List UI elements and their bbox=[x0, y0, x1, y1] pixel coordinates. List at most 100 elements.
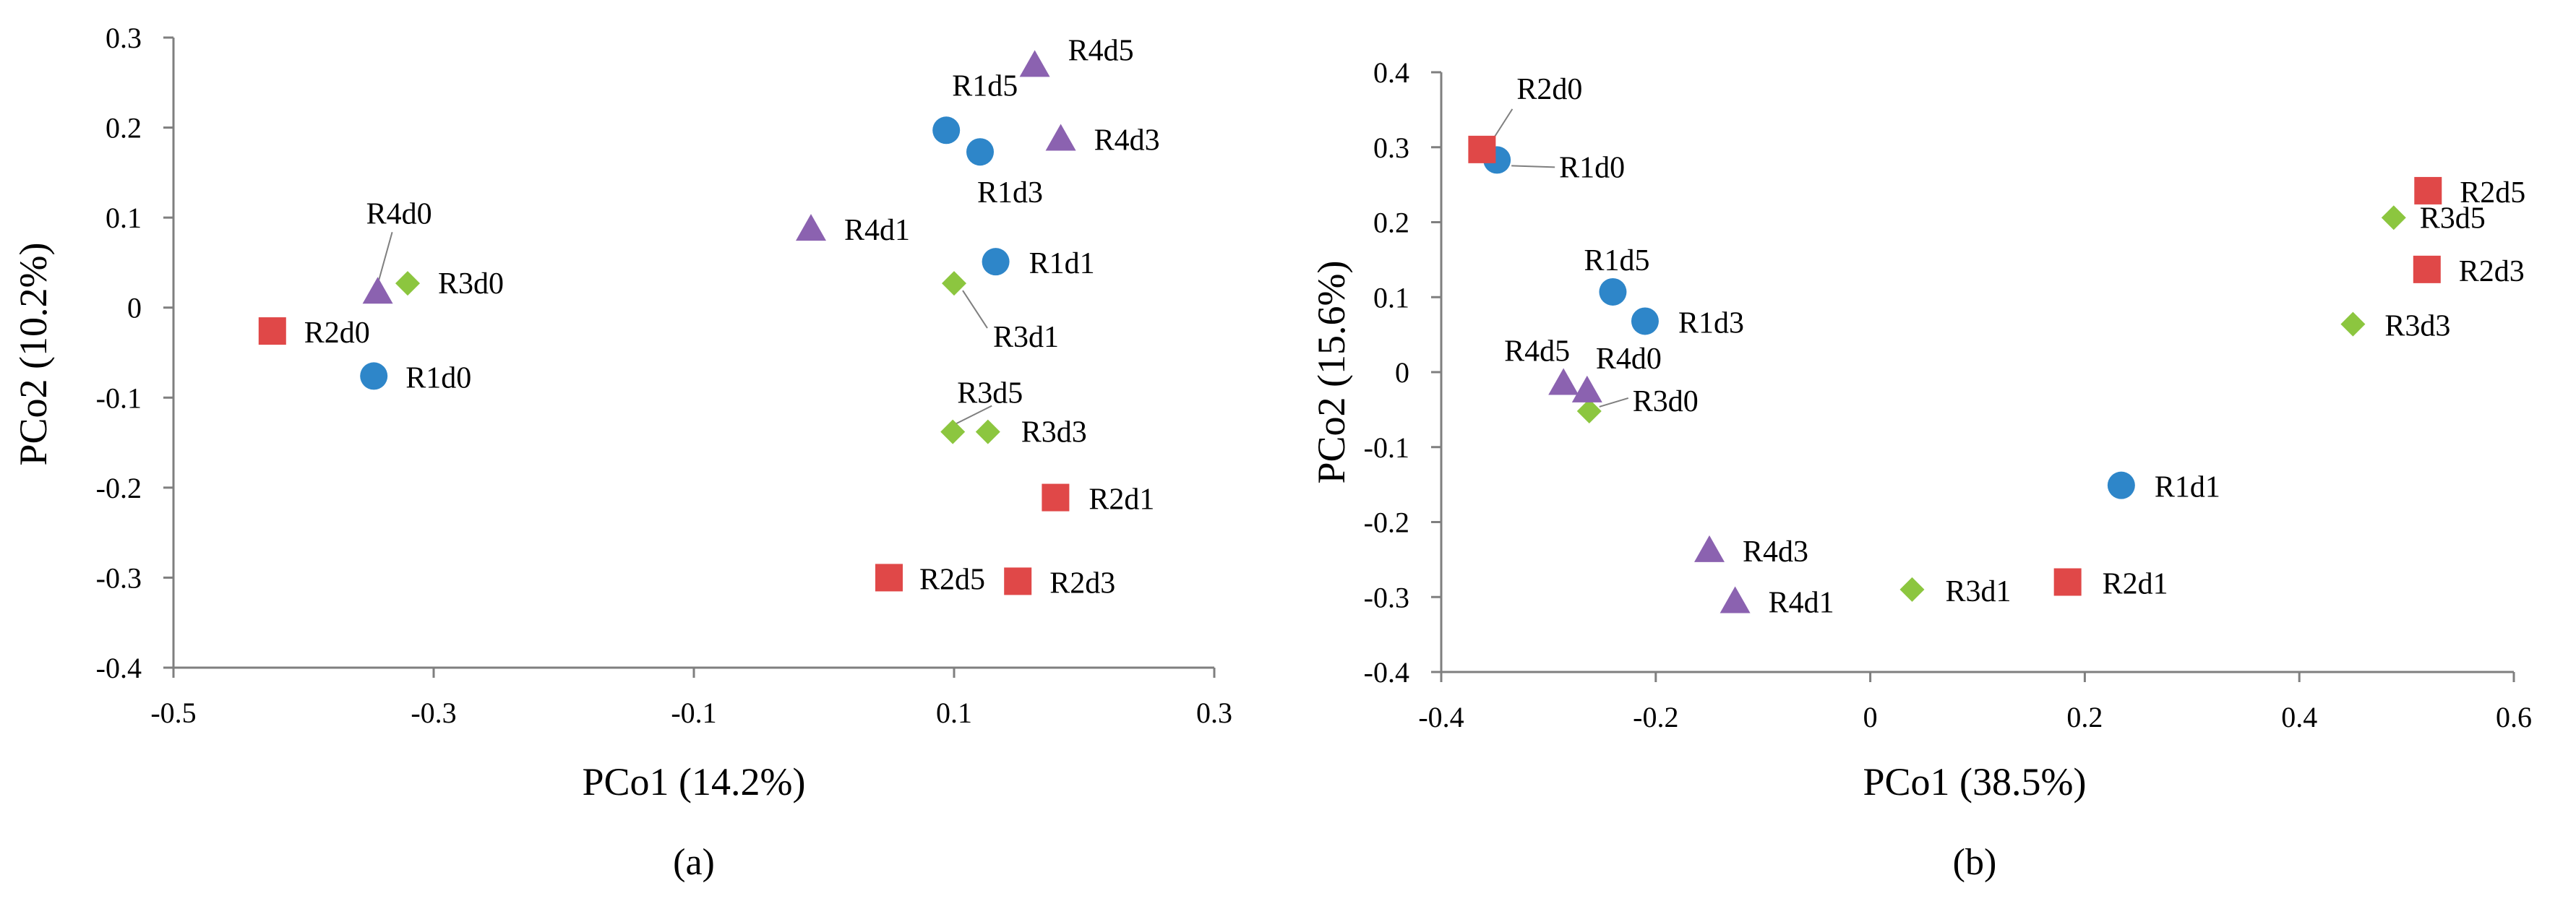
point-label-r3d0-a: R3d0 bbox=[438, 267, 504, 301]
point-r4d0-b bbox=[1571, 375, 1602, 402]
panel-label: (b) bbox=[1953, 842, 1997, 883]
point-r3d5-a bbox=[940, 419, 966, 444]
point-r1d5-b bbox=[1599, 277, 1627, 306]
point-r4d1-b bbox=[1720, 586, 1751, 613]
point-label-r2d0-b: R2d0 bbox=[1516, 73, 1582, 106]
point-r2d1-b bbox=[2053, 568, 2082, 596]
point-r2d5-a bbox=[875, 564, 903, 592]
y-tick-label: 0.4 bbox=[1373, 56, 1409, 89]
point-label-r1d1-a: R1d1 bbox=[1029, 247, 1095, 280]
leader-line bbox=[377, 232, 393, 285]
x-tick-label: -0.4 bbox=[1418, 701, 1464, 733]
point-label-r3d1-a: R3d1 bbox=[993, 321, 1059, 354]
point-r4d1-a bbox=[796, 214, 826, 241]
y-tick-label: 0 bbox=[127, 292, 142, 324]
point-label-r2d1-b: R2d1 bbox=[2103, 568, 2168, 601]
x-axis-title: PCo1 (38.5%) bbox=[1863, 760, 2087, 804]
point-label-r2d3-b: R2d3 bbox=[2459, 255, 2525, 288]
point-r4d5-b bbox=[1548, 368, 1579, 395]
y-tick-label: 0.3 bbox=[106, 22, 142, 54]
point-r2d5-b bbox=[2414, 176, 2442, 204]
point-label-r1d5-a: R1d5 bbox=[952, 69, 1018, 103]
y-tick-label: -0.2 bbox=[96, 472, 142, 504]
point-label-r2d5-b: R2d5 bbox=[2460, 176, 2525, 210]
x-tick-label: -0.5 bbox=[150, 697, 196, 729]
x-tick-label: 0.4 bbox=[2281, 701, 2317, 733]
x-tick-label: -0.2 bbox=[1633, 701, 1678, 733]
y-axis-title: PCo2 (15.6%) bbox=[1310, 261, 1353, 484]
point-r4d0-a bbox=[362, 277, 393, 304]
point-r4d5-a bbox=[1019, 50, 1050, 77]
point-label-r2d3-a: R2d3 bbox=[1049, 566, 1115, 600]
point-r2d0-b bbox=[1468, 135, 1496, 163]
point-label-r1d1-b: R1d1 bbox=[2155, 471, 2220, 504]
panel-label: (a) bbox=[673, 842, 715, 883]
y-tick-label: 0.2 bbox=[1373, 207, 1409, 239]
point-label-r4d5-b: R4d5 bbox=[1504, 335, 1570, 369]
point-label-r4d3-b: R4d3 bbox=[1743, 535, 1808, 569]
point-label-r4d0-a: R4d0 bbox=[366, 197, 432, 231]
point-label-r2d5-a: R2d5 bbox=[919, 563, 985, 596]
leader-line bbox=[950, 405, 992, 427]
point-r3d1-b bbox=[1899, 577, 1925, 602]
chart-panel-b: -0.4 -0.3 -0.2 -0.1 0 0.1 0.2 0.3 0.4 -0.4 -0.2 0 0.… bbox=[1310, 56, 2532, 883]
x-tick-label: 0.1 bbox=[936, 697, 972, 729]
x-tick-label: 0.2 bbox=[2066, 701, 2103, 733]
point-label-r4d0-b: R4d0 bbox=[1596, 343, 1662, 376]
point-r3d3-a bbox=[975, 419, 1000, 444]
point-r3d0-b bbox=[1576, 398, 1602, 423]
point-r2d3-b bbox=[2413, 255, 2441, 283]
point-r1d5-a bbox=[932, 116, 961, 145]
point-label-r3d0-b: R3d0 bbox=[1633, 385, 1699, 418]
x-tick-label: 0 bbox=[1863, 701, 1878, 733]
point-r3d3-b bbox=[2340, 311, 2366, 337]
point-r1d0-a bbox=[360, 362, 388, 390]
point-label-r1d3-b: R1d3 bbox=[1678, 306, 1744, 340]
point-r3d5-b bbox=[2381, 205, 2406, 231]
y-tick-label: -0.1 bbox=[1364, 431, 1409, 464]
point-r2d0-a bbox=[258, 317, 286, 345]
y-tick-label: -0.3 bbox=[96, 561, 142, 594]
y-tick-label: 0.3 bbox=[1373, 132, 1409, 164]
y-tick-label: -0.4 bbox=[96, 652, 142, 684]
point-label-r3d1-b: R3d1 bbox=[1945, 575, 2011, 608]
point-label-r4d5-a: R4d5 bbox=[1068, 34, 1134, 67]
chart-panel-a: -0.4 -0.3 -0.2 -0.1 0 0.1 0.2 0.3 -0.5 -0.3 -0.1 0.… bbox=[12, 22, 1232, 883]
leader-line bbox=[962, 290, 988, 329]
point-r3d0-a bbox=[395, 271, 420, 296]
point-r1d3-a bbox=[966, 138, 994, 166]
y-tick-label: 0 bbox=[1395, 356, 1409, 389]
point-r4d3-b bbox=[1694, 535, 1725, 562]
point-label-r2d0-a: R2d0 bbox=[304, 316, 370, 350]
point-label-r2d1-a: R2d1 bbox=[1089, 483, 1154, 517]
leader-line bbox=[1599, 397, 1629, 408]
point-label-r4d1-b: R4d1 bbox=[1769, 586, 1834, 619]
point-r1d1-b bbox=[2107, 471, 2135, 499]
point-r2d1-a bbox=[1042, 483, 1070, 512]
y-axis-title: PCo2 (10.2%) bbox=[12, 243, 55, 466]
x-tick-label: -0.3 bbox=[411, 697, 456, 729]
x-tick-label: 0.6 bbox=[2496, 701, 2532, 733]
point-label-r3d3-a: R3d3 bbox=[1021, 416, 1087, 449]
x-axis-title: PCo1 (14.2%) bbox=[583, 760, 806, 804]
point-r1d3-b bbox=[1631, 307, 1659, 335]
point-label-r1d0-a: R1d0 bbox=[405, 361, 471, 395]
point-r3d1-a bbox=[942, 271, 966, 296]
point-label-r1d0-b: R1d0 bbox=[1559, 151, 1625, 184]
point-label-r3d5-b: R3d5 bbox=[2420, 202, 2486, 235]
point-label-r3d3-b: R3d3 bbox=[2384, 310, 2450, 343]
y-tick-label: -0.2 bbox=[1364, 507, 1409, 539]
point-r4d3-a bbox=[1045, 124, 1076, 151]
point-label-r1d3-a: R1d3 bbox=[977, 176, 1043, 210]
point-label-r4d3-a: R4d3 bbox=[1094, 124, 1160, 158]
y-tick-label: -0.1 bbox=[96, 382, 142, 414]
point-r1d1-a bbox=[982, 248, 1010, 276]
point-label-r4d1-a: R4d1 bbox=[844, 214, 910, 247]
point-label-r3d5-a: R3d5 bbox=[957, 377, 1023, 410]
x-tick-label: 0.3 bbox=[1196, 697, 1232, 729]
point-label-r1d5-b: R1d5 bbox=[1584, 244, 1649, 277]
point-r2d3-a bbox=[1004, 567, 1032, 595]
y-tick-label: -0.4 bbox=[1364, 656, 1409, 689]
y-tick-label: 0.1 bbox=[106, 202, 142, 234]
